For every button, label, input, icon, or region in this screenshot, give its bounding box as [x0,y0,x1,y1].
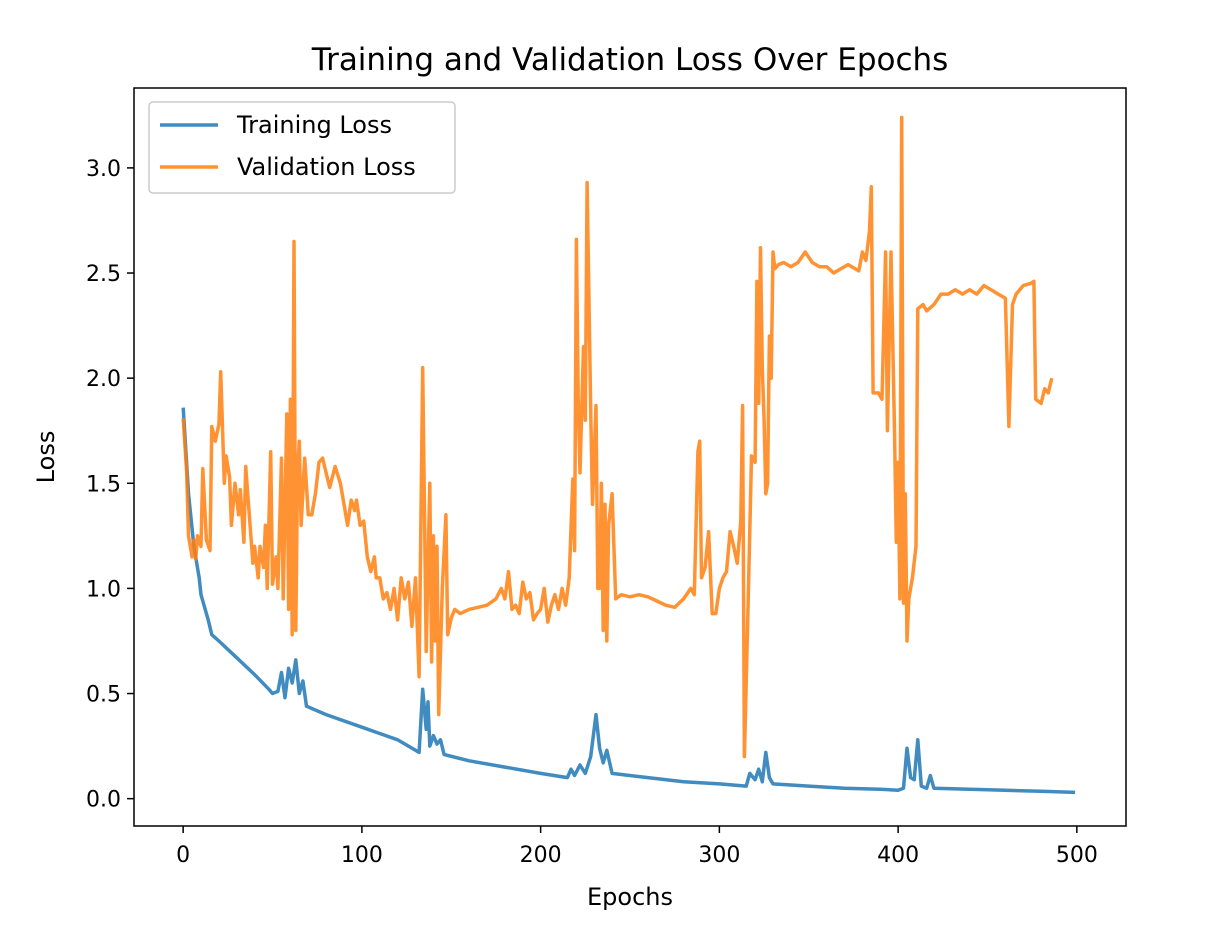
x-axis-label: Epochs [587,883,673,911]
y-tick-label: 2.0 [86,367,121,392]
x-tick-label: 0 [176,843,190,868]
plot-area [181,115,1076,795]
y-axis: 0.0 0.5 1.0 1.5 2.0 2.5 3.0 [86,157,134,813]
x-tick-label: 500 [1056,843,1098,868]
y-tick-label: 1.0 [86,577,121,602]
y-tick-label: 2.5 [86,262,121,287]
legend: Training Loss Validation Loss [148,101,456,194]
plot-frame [133,87,1127,827]
legend-label: Training Loss [236,111,392,139]
x-tick-label: 400 [877,843,919,868]
series-line-validation-loss [181,115,1054,759]
y-tick-label: 0.5 [86,683,121,708]
x-axis: 0 100 200 300 400 500 [176,826,1098,868]
y-tick-label: 3.0 [86,157,121,182]
x-tick-label: 100 [341,843,383,868]
legend-box [148,101,456,194]
y-tick-label: 0.0 [86,788,121,813]
chart-title: Training and Validation Loss Over Epochs [311,42,949,78]
y-axis-label: Loss [32,431,60,484]
series-line-training-loss [181,407,1076,795]
x-tick-label: 300 [698,843,740,868]
x-tick-label: 200 [520,843,562,868]
legend-label: Validation Loss [237,153,416,181]
y-tick-label: 1.5 [86,472,121,497]
